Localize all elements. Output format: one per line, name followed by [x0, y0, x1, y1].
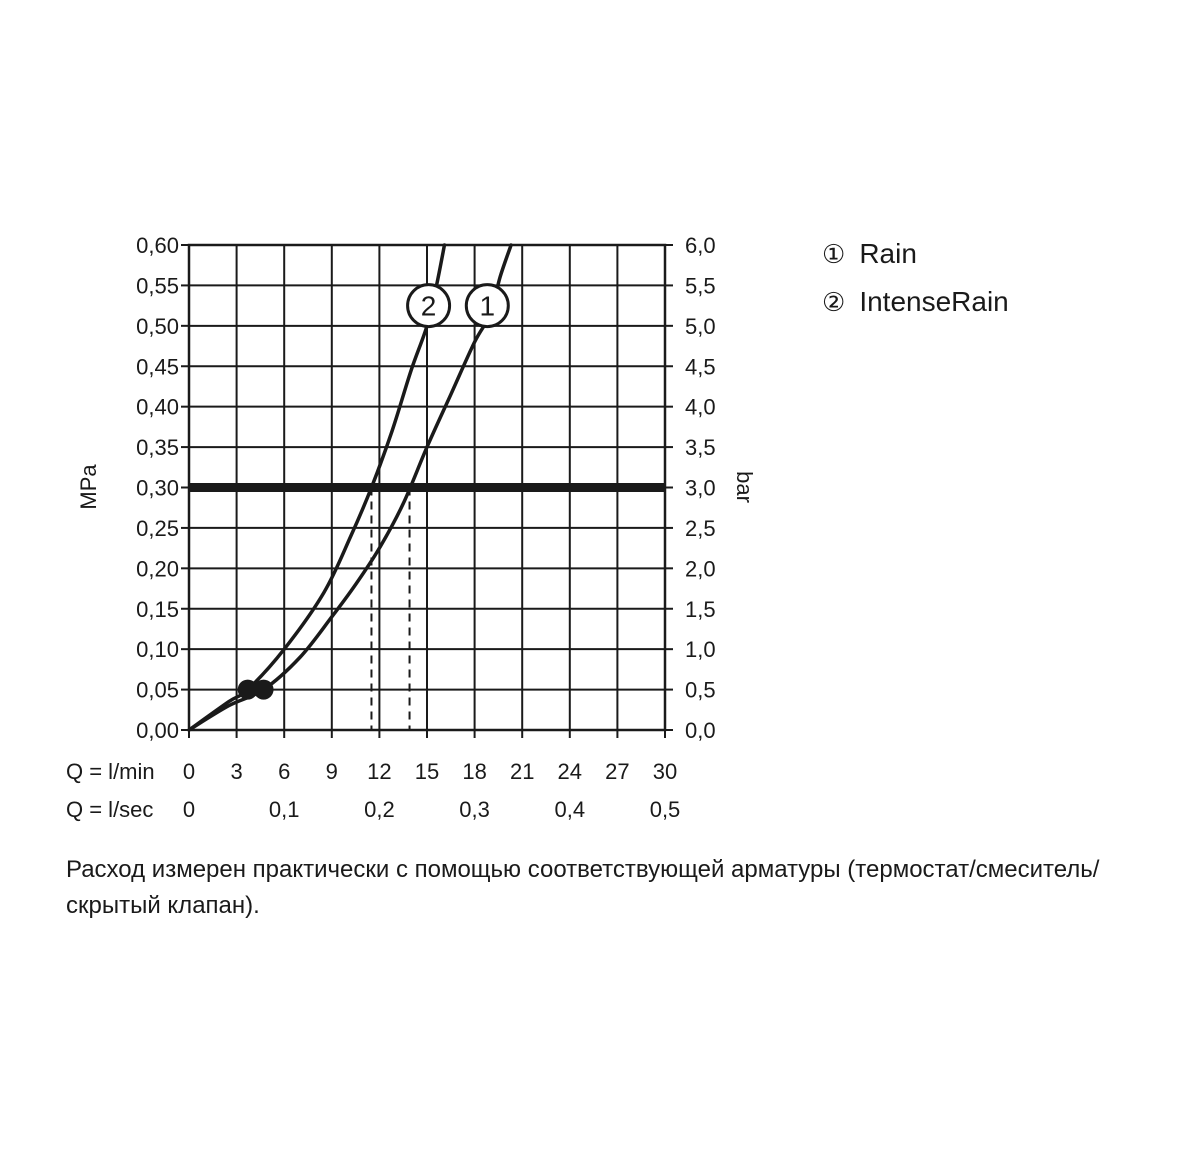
y-tick-label-bar: 0,5 — [685, 678, 716, 703]
y-tick-label-mpa: 0,15 — [136, 597, 179, 622]
x-tick-label-lmin: 0 — [183, 759, 195, 784]
x-tick-label-lmin: 30 — [653, 759, 677, 784]
legend-item-rain: ① Rain — [822, 238, 917, 270]
x-axis-title-lsec: Q = l/sec — [66, 797, 153, 822]
y-tick-label-bar: 0,0 — [685, 718, 716, 743]
y-tick-label-bar: 3,5 — [685, 435, 716, 460]
y-tick-label-bar: 1,0 — [685, 637, 716, 662]
x-axis-title-lmin: Q = l/min — [66, 759, 155, 784]
y-tick-label-bar: 2,5 — [685, 516, 716, 541]
legend-label: IntenseRain — [859, 286, 1009, 317]
y-tick-label-bar: 2,0 — [685, 556, 716, 581]
y-tick-label-mpa: 0,45 — [136, 354, 179, 379]
x-tick-label-lmin: 6 — [278, 759, 290, 784]
curve-marker-label: 2 — [421, 291, 437, 322]
x-tick-label-lsec: 0 — [183, 797, 195, 822]
x-tick-label-lsec: 0,1 — [269, 797, 300, 822]
tick-labels: 0 3 6 9 12 15 18 21 24 27 300,00 0,00,05 0,50,10 1,00… — [136, 233, 715, 822]
y-tick-label-mpa: 0,00 — [136, 718, 179, 743]
y-tick-label-mpa: 0,20 — [136, 556, 179, 581]
y-axis-title-bar: bar — [732, 471, 757, 503]
y-tick-label-mpa: 0,10 — [136, 637, 179, 662]
y-tick-label-mpa: 0,30 — [136, 476, 179, 501]
x-tick-label-lmin: 12 — [367, 759, 391, 784]
y-tick-label-mpa: 0,35 — [136, 435, 179, 460]
y-axis-title-mpa: MPa — [76, 464, 101, 510]
reference-line-group — [189, 483, 665, 730]
x-tick-label-lsec: 0,3 — [459, 797, 490, 822]
y-tick-label-mpa: 0,05 — [136, 678, 179, 703]
caption: Расход измерен практически с помощью соо… — [66, 856, 1100, 919]
y-tick-label-mpa: 0,60 — [136, 233, 179, 258]
x-tick-label-lmin: 15 — [415, 759, 439, 784]
x-tick-label-lmin: 21 — [510, 759, 534, 784]
y-tick-label-mpa: 0,50 — [136, 314, 179, 339]
y-tick-label-mpa: 0,55 — [136, 273, 179, 298]
y-tick-label-bar: 4,5 — [685, 354, 716, 379]
start-point-intenserain — [237, 679, 258, 700]
x-tick-label-lsec: 0,5 — [650, 797, 681, 822]
x-tick-label-lmin: 27 — [605, 759, 629, 784]
curve-marker-label: 1 — [480, 291, 496, 322]
legend-number: ① — [822, 239, 846, 269]
start-point-rain — [253, 679, 274, 700]
x-tick-label-lmin: 24 — [558, 759, 582, 784]
y-tick-label-bar: 1,5 — [685, 597, 716, 622]
curve-marker-circle — [406, 283, 452, 329]
x-tick-label-lmin: 3 — [230, 759, 242, 784]
x-tick-label-lsec: 0,2 — [364, 797, 395, 822]
legend-item-intenserain: ② IntenseRain — [822, 286, 1009, 318]
y-tick-label-bar: 6,0 — [685, 233, 716, 258]
y-tick-label-bar: 4,0 — [685, 395, 716, 420]
curve-marker-circle — [464, 283, 510, 329]
y-tick-label-bar: 3,0 — [685, 476, 716, 501]
legend-label: Rain — [859, 238, 917, 269]
x-tick-label-lsec: 0,4 — [555, 797, 586, 822]
x-tick-label-lmin: 9 — [326, 759, 338, 784]
y-tick-label-bar: 5,0 — [685, 314, 716, 339]
y-tick-label-mpa: 0,25 — [136, 516, 179, 541]
y-tick-label-mpa: 0,40 — [136, 395, 179, 420]
x-tick-label-lmin: 18 — [462, 759, 486, 784]
y-tick-label-bar: 5,5 — [685, 273, 716, 298]
legend-number: ② — [822, 287, 846, 317]
